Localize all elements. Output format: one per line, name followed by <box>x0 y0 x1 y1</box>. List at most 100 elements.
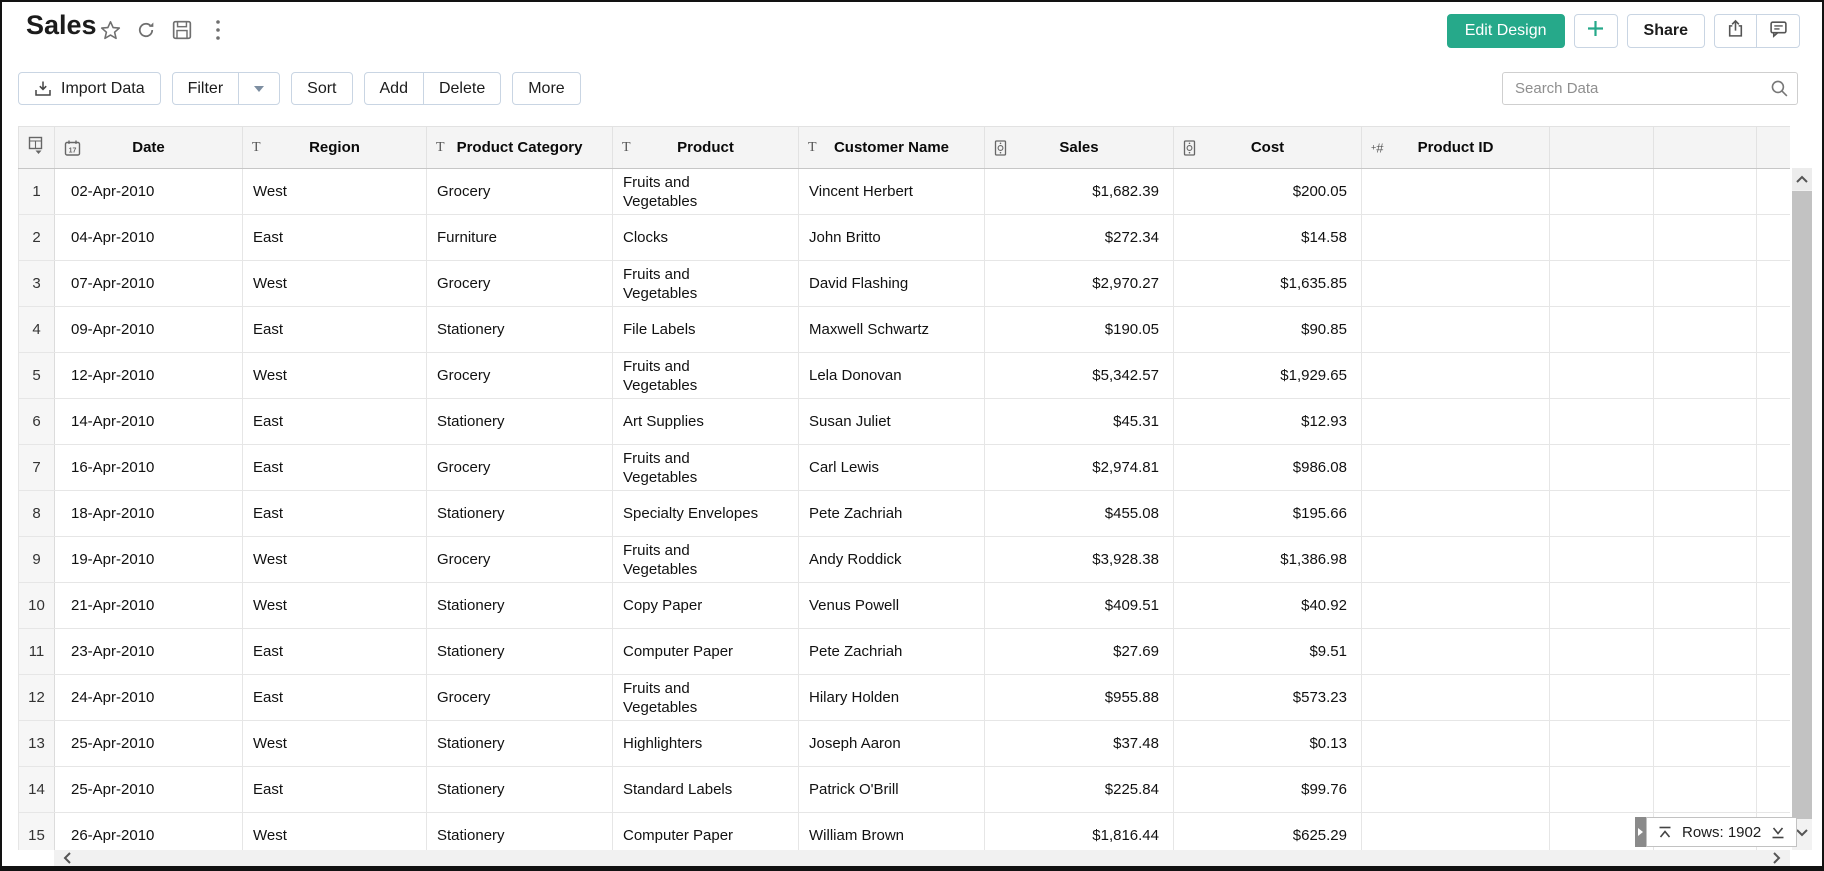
edit-design-button[interactable]: Edit Design <box>1446 14 1565 48</box>
cell-region[interactable]: West <box>242 582 427 629</box>
cell-date[interactable]: 14-Apr-2010 <box>54 398 243 445</box>
cell-product-id[interactable] <box>1361 214 1550 261</box>
row-number[interactable]: 14 <box>18 766 55 813</box>
horizontal-scrollbar[interactable] <box>54 850 1790 866</box>
cell-cost[interactable]: $99.76 <box>1173 766 1362 813</box>
cell-empty[interactable] <box>1756 260 1790 307</box>
cell-customer-name[interactable]: Pete Zachriah <box>798 490 985 537</box>
cell-empty[interactable] <box>1756 306 1790 353</box>
cell-cost[interactable]: $0.13 <box>1173 720 1362 767</box>
cell-product-category[interactable]: Stationery <box>426 306 613 353</box>
cell-sales[interactable]: $3,928.38 <box>984 536 1174 583</box>
cell-cost[interactable]: $625.29 <box>1173 812 1362 850</box>
cell-customer-name[interactable]: Venus Powell <box>798 582 985 629</box>
cell-product-category[interactable]: Stationery <box>426 398 613 445</box>
scroll-right-button[interactable] <box>1772 851 1782 866</box>
column-header-region[interactable]: T Region <box>242 126 427 169</box>
cell-product-category[interactable]: Stationery <box>426 490 613 537</box>
cell-date[interactable]: 09-Apr-2010 <box>54 306 243 353</box>
cell-empty[interactable] <box>1549 674 1654 721</box>
cell-product-id[interactable] <box>1361 720 1550 767</box>
cell-sales[interactable]: $45.31 <box>984 398 1174 445</box>
cell-empty[interactable] <box>1756 490 1790 537</box>
add-button[interactable]: Add <box>379 79 408 97</box>
cell-sales[interactable]: $37.48 <box>984 720 1174 767</box>
cell-sales[interactable]: $455.08 <box>984 490 1174 537</box>
cell-product-id[interactable] <box>1361 490 1550 537</box>
cell-empty[interactable] <box>1653 628 1757 675</box>
filter-button[interactable]: Filter <box>187 79 224 97</box>
cell-customer-name[interactable]: John Britto <box>798 214 985 261</box>
row-number[interactable]: 15 <box>18 812 55 850</box>
cell-customer-name[interactable]: Lela Donovan <box>798 352 985 399</box>
cell-empty[interactable] <box>1756 536 1790 583</box>
column-header-empty[interactable] <box>1756 126 1790 169</box>
import-data-button[interactable]: Import Data <box>18 72 161 105</box>
cell-product-id[interactable] <box>1361 766 1550 813</box>
column-header-date[interactable]: 17 Date <box>54 126 243 169</box>
cell-product-category[interactable]: Grocery <box>426 536 613 583</box>
cell-date[interactable]: 25-Apr-2010 <box>54 766 243 813</box>
cell-empty[interactable] <box>1756 444 1790 491</box>
cell-product-category[interactable]: Stationery <box>426 766 613 813</box>
cell-product-category[interactable]: Grocery <box>426 352 613 399</box>
row-number[interactable]: 6 <box>18 398 55 445</box>
scroll-up-button[interactable] <box>1792 168 1812 190</box>
cell-date[interactable]: 19-Apr-2010 <box>54 536 243 583</box>
cell-cost[interactable]: $1,635.85 <box>1173 260 1362 307</box>
cell-cost[interactable]: $195.66 <box>1173 490 1362 537</box>
vertical-scrollbar-thumb[interactable] <box>1792 191 1812 819</box>
cell-product-id[interactable] <box>1361 352 1550 399</box>
cell-product[interactable]: Fruits and Vegetables <box>612 536 799 583</box>
cell-date[interactable]: 12-Apr-2010 <box>54 352 243 399</box>
cell-customer-name[interactable]: Susan Juliet <box>798 398 985 445</box>
cell-product[interactable]: Computer Paper <box>612 628 799 675</box>
cell-region[interactable]: East <box>242 490 427 537</box>
cell-empty[interactable] <box>1653 490 1757 537</box>
cell-cost[interactable]: $200.05 <box>1173 168 1362 215</box>
cell-product-id[interactable] <box>1361 306 1550 353</box>
scroll-down-button[interactable] <box>1792 822 1812 844</box>
cell-product-id[interactable] <box>1361 582 1550 629</box>
cell-product-category[interactable]: Stationery <box>426 628 613 675</box>
cell-empty[interactable] <box>1756 398 1790 445</box>
cell-product[interactable]: Specialty Envelopes <box>612 490 799 537</box>
cell-customer-name[interactable]: William Brown <box>798 812 985 850</box>
column-header-sales[interactable]: Sales <box>984 126 1174 169</box>
cell-region[interactable]: East <box>242 628 427 675</box>
row-number[interactable]: 12 <box>18 674 55 721</box>
cell-cost[interactable]: $14.58 <box>1173 214 1362 261</box>
scroll-left-button[interactable] <box>62 851 72 866</box>
cell-customer-name[interactable]: Joseph Aaron <box>798 720 985 767</box>
cell-cost[interactable]: $986.08 <box>1173 444 1362 491</box>
cell-product[interactable]: Fruits and Vegetables <box>612 168 799 215</box>
cell-cost[interactable]: $573.23 <box>1173 674 1362 721</box>
cell-product-id[interactable] <box>1361 812 1550 850</box>
cell-empty[interactable] <box>1653 398 1757 445</box>
more-options-kebab-icon[interactable] <box>206 18 230 42</box>
row-number[interactable]: 4 <box>18 306 55 353</box>
cell-date[interactable]: 02-Apr-2010 <box>54 168 243 215</box>
refresh-icon[interactable] <box>134 18 158 42</box>
cell-region[interactable]: West <box>242 720 427 767</box>
cell-empty[interactable] <box>1756 582 1790 629</box>
row-number[interactable]: 9 <box>18 536 55 583</box>
cell-empty[interactable] <box>1549 352 1654 399</box>
cell-date[interactable]: 23-Apr-2010 <box>54 628 243 675</box>
cell-product-id[interactable] <box>1361 260 1550 307</box>
cell-sales[interactable]: $272.34 <box>984 214 1174 261</box>
cell-customer-name[interactable]: Patrick O'Brill <box>798 766 985 813</box>
cell-empty[interactable] <box>1549 168 1654 215</box>
column-header-empty[interactable] <box>1549 126 1654 169</box>
cell-cost[interactable]: $90.85 <box>1173 306 1362 353</box>
cell-product[interactable]: Fruits and Vegetables <box>612 260 799 307</box>
cell-empty[interactable] <box>1756 628 1790 675</box>
badge-expand-handle[interactable] <box>1635 817 1646 847</box>
vertical-scrollbar[interactable] <box>1792 168 1812 850</box>
cell-empty[interactable] <box>1549 306 1654 353</box>
cell-empty[interactable] <box>1756 766 1790 813</box>
column-header-empty[interactable] <box>1653 126 1757 169</box>
delete-button[interactable]: Delete <box>422 73 500 104</box>
cell-empty[interactable] <box>1653 352 1757 399</box>
search-input[interactable] <box>1502 72 1798 105</box>
